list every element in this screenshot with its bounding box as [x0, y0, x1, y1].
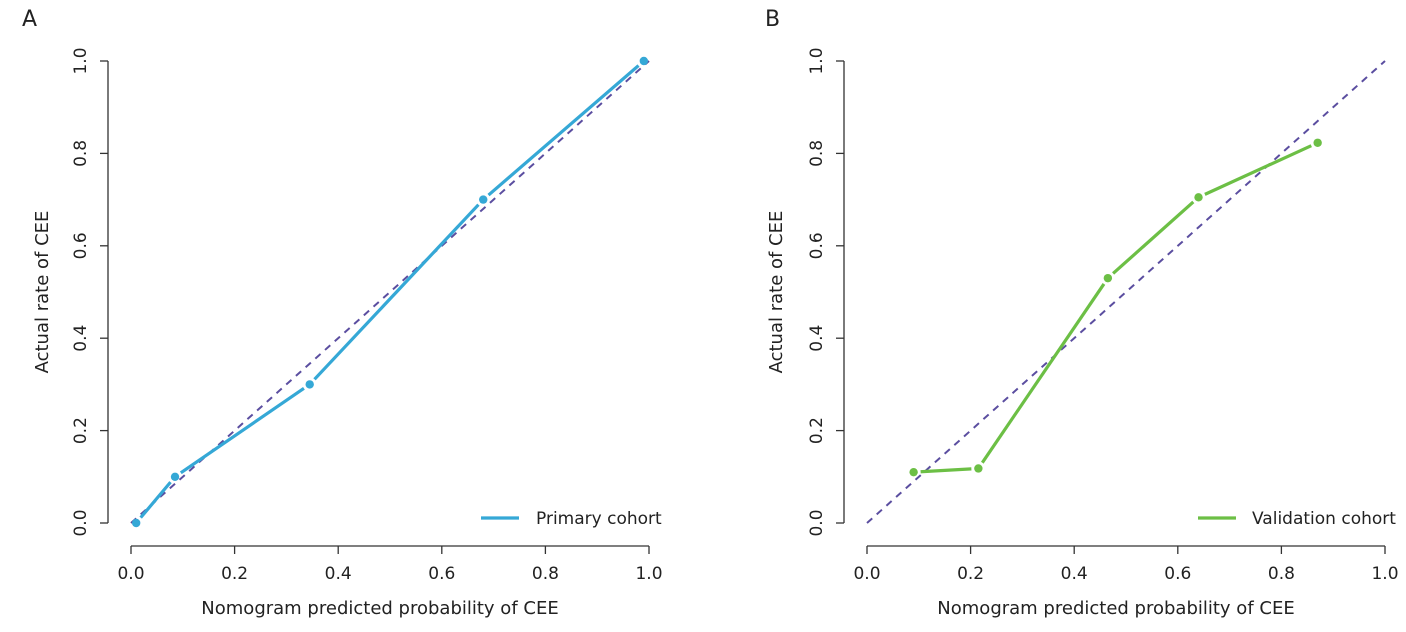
data-point [305, 380, 314, 389]
series-line-segment [179, 387, 305, 475]
x-tick-label: 0.4 [325, 564, 352, 584]
y-tick-label: 0.6 [71, 232, 91, 259]
x-tick-label: 0.2 [957, 564, 984, 584]
panel-label: B [765, 7, 780, 32]
x-tick-label: 0.0 [117, 564, 144, 584]
data-point [170, 472, 180, 481]
legend-label: Primary cohort [536, 509, 662, 529]
series-line-segment [980, 283, 1106, 464]
series-line-segment [487, 64, 640, 197]
series-line-segment [1204, 144, 1312, 196]
series-line-segment [313, 203, 480, 381]
data-point [1313, 138, 1322, 147]
data-point [1103, 273, 1113, 283]
y-axis-label: Actual rate of CEE [766, 211, 787, 374]
series-line-segment [920, 467, 972, 474]
y-tick-label: 1.0 [71, 47, 91, 74]
y-axis-label: Actual rate of CEE [32, 211, 53, 374]
panel-a: A 0.0 0.2 0.4 0.6 0.8 1.0 0.0 0.2 0.4 0.6 0.8 1.0 Nom… [22, 7, 663, 619]
x-tick-label: 0.6 [428, 564, 455, 584]
data-point [1194, 193, 1203, 202]
x-axis-label: Nomogram predicted probability of CEE [937, 598, 1294, 619]
data-point [974, 464, 983, 473]
y-tick-label: 0.0 [71, 509, 91, 536]
x-tick-label: 0.8 [532, 564, 559, 584]
data-point [909, 467, 918, 477]
x-tick-label: 0.2 [221, 564, 248, 584]
data-point [131, 518, 141, 528]
y-tick-label: 1.0 [807, 47, 827, 74]
data-point [479, 195, 488, 204]
x-tick-label: 0.0 [853, 564, 880, 584]
x-axis-label: Nomogram predicted probability of CEE [201, 598, 558, 619]
panel-label: A [22, 7, 37, 32]
y-tick-label: 0.4 [71, 325, 91, 352]
y-tick-label: 0.8 [71, 140, 91, 167]
x-tick-label: 0.6 [1164, 564, 1191, 584]
legend-label: Validation cohort [1252, 509, 1396, 529]
x-tick-label: 0.8 [1268, 564, 1295, 584]
x-tick-label: 0.4 [1061, 564, 1088, 584]
x-tick-label: 1.0 [1371, 564, 1398, 584]
data-point [639, 56, 649, 66]
x-tick-label: 1.0 [635, 564, 662, 584]
ideal-reference-line [130, 60, 650, 524]
ideal-reference-line [866, 60, 1386, 524]
panel-b: B 0.0 0.2 0.4 0.6 0.8 1.0 0.0 0.2 0.4 0.6 0.8 1.0 Nom… [765, 7, 1399, 619]
y-tick-label: 0.2 [71, 417, 91, 444]
series-line-segment [139, 481, 172, 519]
series-line-segment [1112, 200, 1195, 275]
y-tick-label: 0.2 [807, 417, 827, 444]
y-tick-label: 0.8 [807, 140, 827, 167]
y-tick-label: 0.4 [807, 325, 827, 352]
y-tick-label: 0.6 [807, 232, 827, 259]
y-tick-label: 0.0 [807, 509, 827, 536]
